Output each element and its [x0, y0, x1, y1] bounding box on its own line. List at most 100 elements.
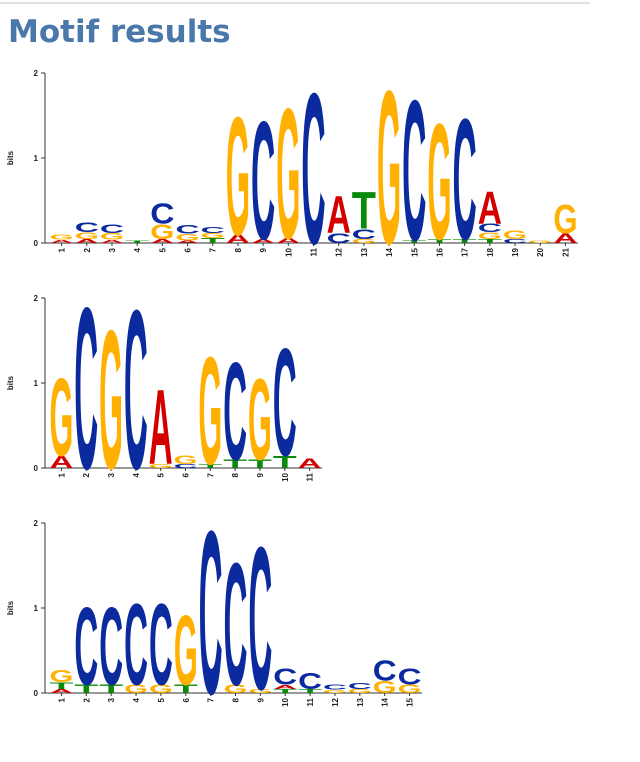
x-tick-label: 18 [486, 247, 495, 256]
logo-letter: G [398, 682, 422, 695]
logo-letter: C [100, 223, 124, 236]
y-tick-label: 2 [34, 69, 39, 78]
logo-letter: A [50, 239, 74, 244]
logo-letter: C [201, 226, 225, 235]
x-tick-label: 8 [231, 472, 240, 477]
logo-letter: G [149, 682, 173, 695]
x-tick-label: 14 [385, 247, 394, 256]
logo-letter: C [124, 581, 148, 710]
logo-letter: A [150, 238, 174, 245]
x-tick-label: 3 [107, 472, 116, 477]
logo-letter: C [453, 85, 477, 277]
logo-letter: G [427, 90, 451, 275]
x-tick-label: 17 [461, 247, 470, 256]
logo-letter: A [298, 456, 322, 471]
logo-letter: C [251, 86, 275, 275]
x-tick-label: 4 [132, 472, 141, 477]
x-tick-label: 7 [206, 472, 215, 477]
logo-letter: T [223, 458, 247, 471]
logo-letter: C [402, 60, 426, 283]
logo-letter: T [298, 688, 322, 694]
logo-letter: T [49, 681, 74, 691]
logo-letter: C [175, 223, 199, 236]
logo-letter: G [377, 46, 401, 291]
x-tick-label: 10 [281, 472, 290, 481]
logo-letter: T [273, 453, 298, 472]
x-tick-label: 1 [57, 697, 66, 702]
logo-letter: C [75, 220, 99, 235]
logo-letter: G [198, 326, 222, 497]
x-tick-label: 12 [335, 247, 344, 256]
logo-letter: G [276, 71, 300, 279]
x-tick-label: 13 [360, 247, 369, 256]
x-tick-label: 5 [157, 697, 166, 702]
logo-letter: G [174, 453, 198, 466]
x-tick-label: 3 [107, 697, 116, 702]
x-tick-label: 2 [82, 472, 91, 477]
y-tick-label: 0 [34, 239, 39, 248]
logo-letter: G [373, 678, 397, 698]
x-tick-label: 5 [157, 472, 166, 477]
logo-letter: A [75, 238, 99, 245]
logo-letter: T [201, 237, 226, 245]
logo-letter: C [74, 586, 98, 709]
y-tick-label: 0 [34, 464, 39, 473]
x-tick-label: 11 [306, 472, 315, 481]
logo-letter: C [224, 526, 248, 722]
logo-letter: A [49, 452, 73, 472]
logo-letter: G [226, 82, 250, 271]
logo-letter: T [273, 688, 297, 694]
x-tick-label: 6 [182, 472, 191, 477]
logo-letter: C [348, 682, 372, 691]
logo-letter: G [49, 357, 73, 480]
logo-letter: T [125, 240, 149, 244]
x-tick-label: 19 [511, 247, 520, 256]
logo-letter: A [226, 233, 250, 246]
logo-letter: C [248, 504, 272, 732]
y-tick-label: 0 [34, 689, 39, 698]
logo-letter: A [553, 231, 577, 246]
logo-letter: G [124, 682, 148, 695]
x-tick-label: 4 [132, 697, 141, 702]
logo-letter: G [75, 230, 99, 241]
y-tick-label: 2 [34, 294, 39, 303]
logo-letter: A [273, 684, 297, 690]
logo-letter: A [327, 186, 351, 244]
logo-letter: C [478, 222, 502, 235]
y-tick-label: 1 [34, 604, 39, 613]
logo-letter: C [298, 668, 322, 694]
page-title: Motif results [8, 14, 231, 50]
logo-letter: T [248, 458, 272, 471]
logo-letter: C [373, 654, 397, 687]
logo-letter: C [273, 664, 297, 690]
x-tick-label: 15 [410, 247, 419, 256]
logo-letter: G [553, 196, 577, 242]
x-tick-label: 3 [108, 247, 117, 252]
logo-letter: C [124, 264, 148, 517]
logo-letter: C [174, 463, 198, 469]
logo-letter: A [149, 366, 173, 486]
x-tick-label: 6 [182, 697, 191, 702]
x-tick-label: 12 [331, 697, 340, 706]
logo-letter: G [174, 595, 198, 706]
logo-letter: C [223, 333, 247, 490]
logo-letter: G [503, 228, 527, 241]
y-tick-label: 1 [34, 379, 39, 388]
logo-letter: A [276, 237, 300, 245]
x-tick-label: 7 [207, 697, 216, 702]
x-tick-label: 9 [256, 472, 265, 477]
x-tick-label: 6 [184, 247, 193, 252]
logo-letter: A [100, 239, 124, 244]
x-tick-label: 21 [561, 247, 570, 256]
x-tick-label: 9 [256, 697, 265, 702]
x-tick-label: 4 [133, 247, 142, 252]
logo-letter: G [49, 667, 73, 687]
logo-letter: C [398, 664, 422, 690]
logo-letter: C [149, 581, 173, 710]
logo-letter: G [50, 233, 74, 241]
logo-letter: T [352, 181, 376, 240]
logo-letter: T [478, 238, 502, 245]
logo-letter: A [49, 688, 73, 694]
